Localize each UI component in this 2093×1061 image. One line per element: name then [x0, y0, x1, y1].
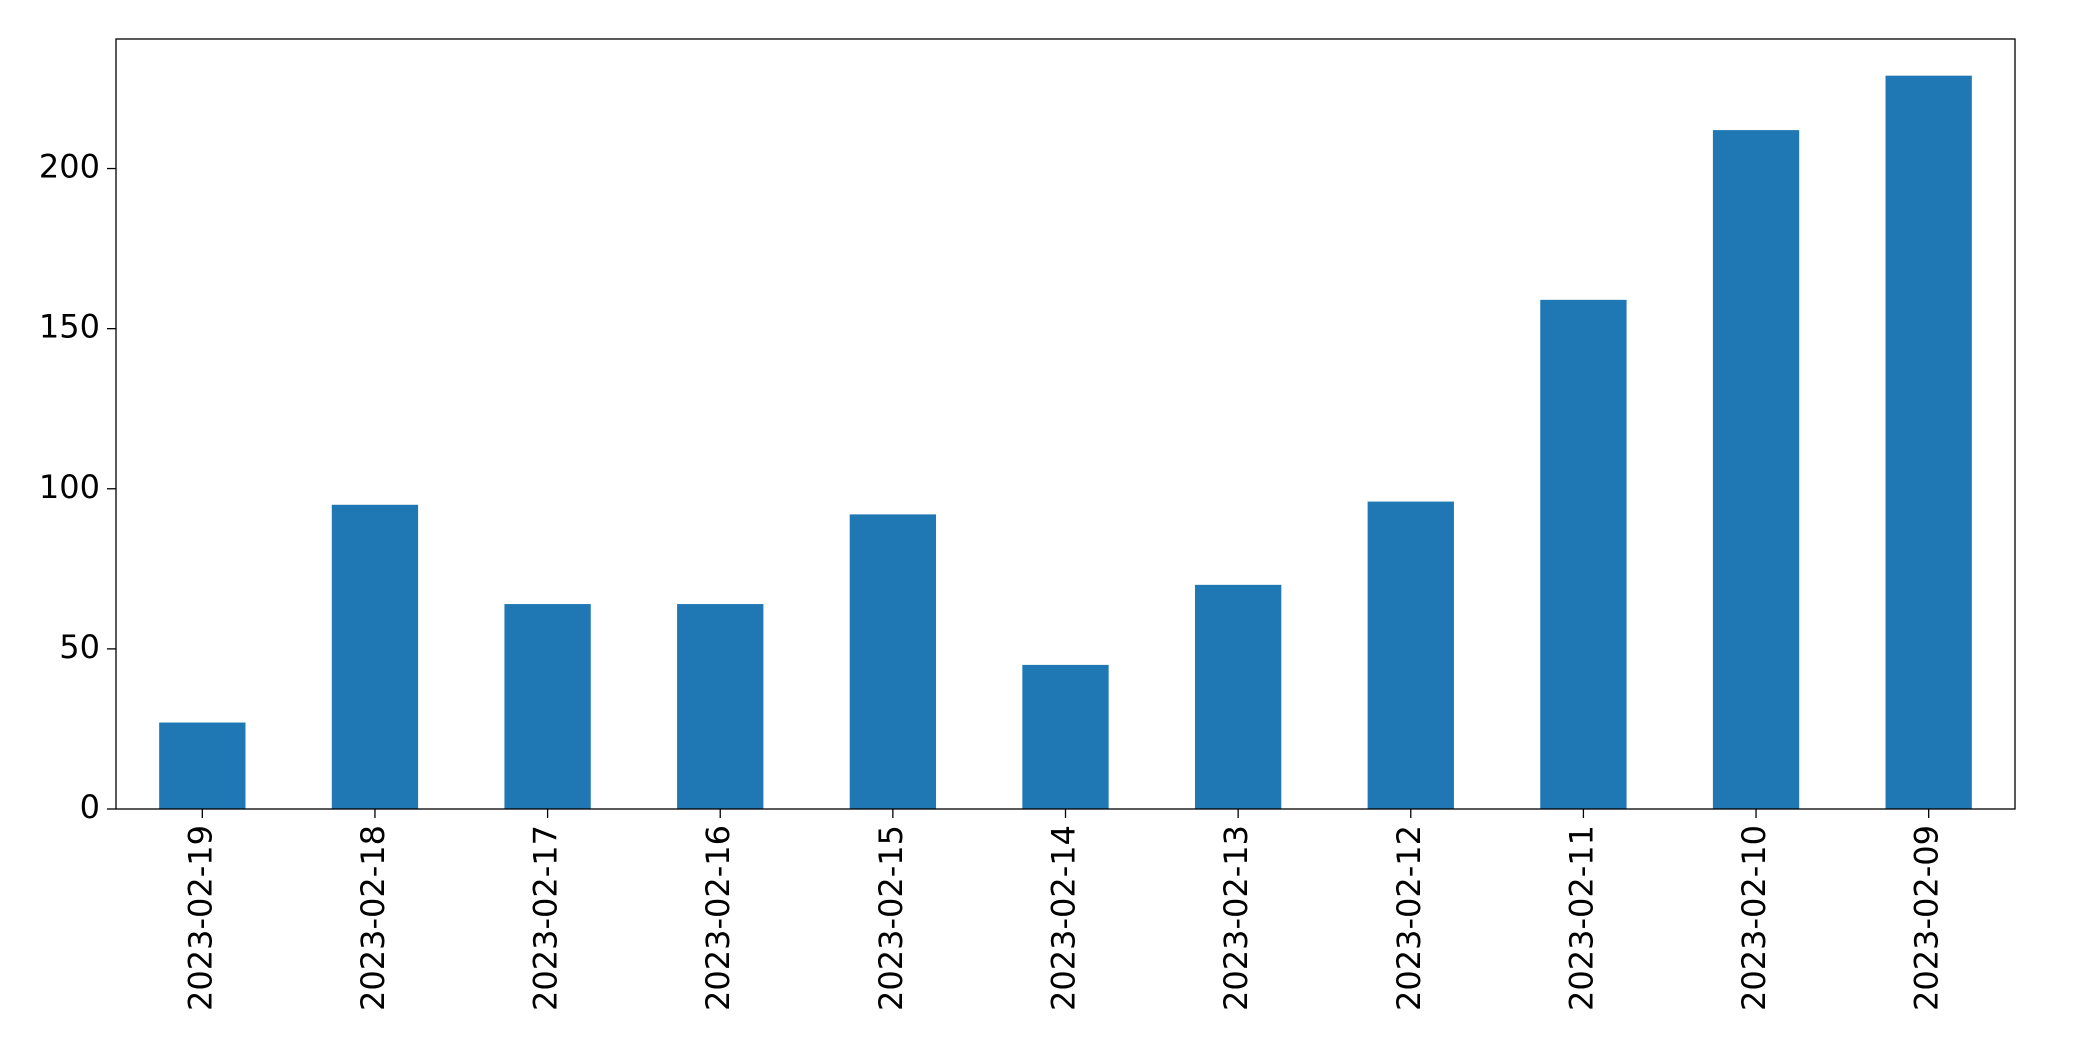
bar [159, 722, 246, 809]
bar [1367, 501, 1454, 809]
bar [849, 514, 937, 809]
bar [331, 504, 419, 809]
y-tick-label: 150 [39, 308, 100, 346]
x-tick-label: 2023-02-09 [1908, 825, 1946, 1011]
y-tick-label: 0 [80, 788, 100, 826]
y-tick-label: 100 [39, 468, 100, 506]
bar [677, 604, 764, 809]
x-tick-label: 2023-02-13 [1217, 825, 1255, 1011]
bar [1022, 664, 1109, 809]
x-tick-label: 2023-02-15 [872, 825, 910, 1011]
bar [1540, 299, 1627, 809]
bar [1885, 75, 1972, 809]
y-tick-label: 50 [59, 628, 100, 666]
x-tick-label: 2023-02-14 [1045, 825, 1083, 1011]
bar [1194, 584, 1282, 809]
x-tick-label: 2023-02-19 [181, 825, 219, 1011]
x-tick-label: 2023-02-16 [699, 825, 737, 1011]
plot-frame [115, 38, 2016, 810]
x-tick-label: 2023-02-12 [1390, 825, 1428, 1011]
y-tick-label: 200 [39, 148, 100, 186]
bar [1712, 130, 1800, 809]
x-tick-label: 2023-02-17 [527, 825, 565, 1011]
bar [504, 604, 591, 809]
x-tick-label: 2023-02-18 [354, 825, 392, 1011]
x-tick-label: 2023-02-10 [1735, 825, 1773, 1011]
x-tick-label: 2023-02-11 [1562, 825, 1600, 1011]
